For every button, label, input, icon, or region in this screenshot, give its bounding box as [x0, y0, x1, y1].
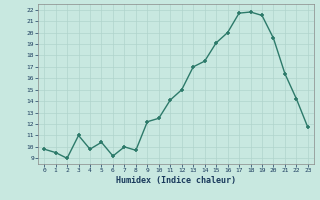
X-axis label: Humidex (Indice chaleur): Humidex (Indice chaleur)	[116, 176, 236, 185]
